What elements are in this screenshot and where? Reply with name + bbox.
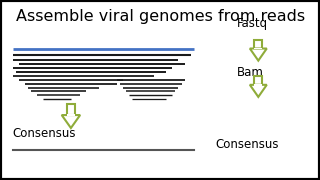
Polygon shape: [250, 85, 267, 97]
Bar: [254, 48, 262, 49]
Bar: [67, 104, 75, 115]
Polygon shape: [250, 49, 267, 61]
Text: Consensus: Consensus: [12, 127, 76, 140]
Text: Consensus: Consensus: [215, 138, 279, 151]
Bar: [254, 84, 262, 86]
Polygon shape: [62, 115, 80, 128]
Bar: [254, 40, 262, 49]
Text: Bam: Bam: [237, 66, 264, 79]
Bar: [67, 114, 75, 116]
Text: Assemble viral genomes from reads: Assemble viral genomes from reads: [16, 9, 305, 24]
Text: Fastq: Fastq: [237, 17, 268, 30]
Bar: [254, 76, 262, 85]
